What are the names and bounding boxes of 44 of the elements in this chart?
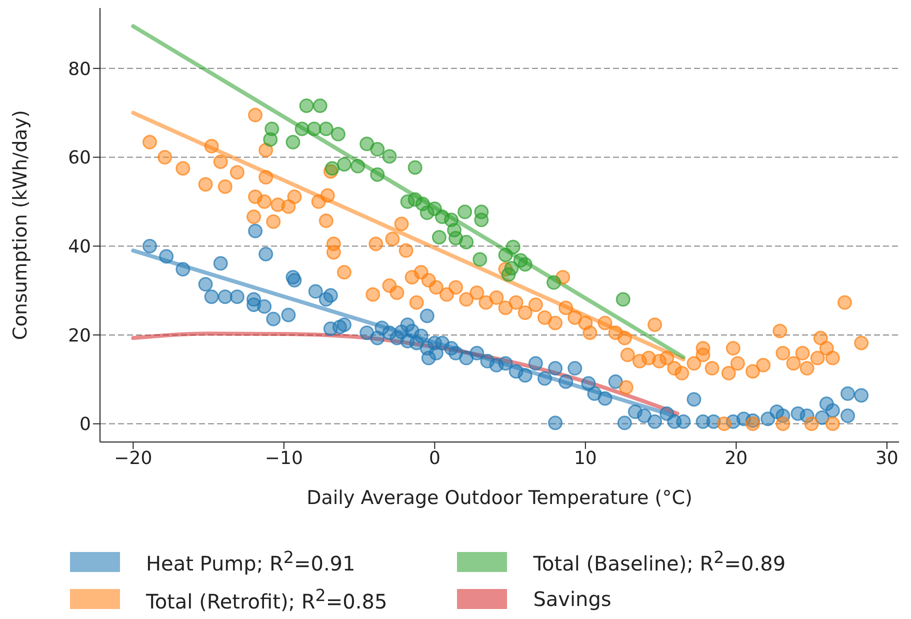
point [546,275,562,290]
point [472,252,488,267]
point [318,122,334,136]
legend-label: Total (Baseline); R$^{2}$=0.89 [533,548,786,576]
point [324,161,340,176]
point [382,149,397,164]
point [420,206,434,220]
x-tick-label: 10 [574,448,597,469]
x-axis-title: Daily Average Outdoor Temperature (°C) [306,487,692,509]
x-tick-label: 0 [428,448,440,469]
x-tick-label: 20 [724,448,748,469]
point [330,126,346,142]
point [501,267,516,282]
x-tick-label: 30 [875,448,898,469]
point [370,167,385,182]
point [518,257,532,272]
y-axis-title: Consumption (kWh/day) [10,110,32,340]
y-tick-label: 20 [68,325,91,346]
point [360,136,374,152]
point [350,158,366,174]
point [286,134,300,150]
legend-label: Heat Pump; R$^{2}$=0.91 [146,548,356,576]
point [336,157,352,172]
point [294,122,310,136]
legend-label: Total (Retrofit); R$^{2}$=0.85 [146,586,388,614]
point [459,234,474,250]
point [306,122,322,136]
point [370,142,385,157]
point [299,98,314,113]
y-tick-label: 60 [68,148,91,169]
y-tick-label: 0 [80,414,91,436]
y-tick-label: 40 [68,236,91,258]
legend-label: Savings [533,587,612,612]
x-tick-label: −10 [264,448,303,469]
point [432,230,446,244]
point [458,204,472,220]
point [616,292,630,307]
y-tick-label: 80 [68,58,91,80]
point [312,98,328,113]
point [506,240,520,254]
point [263,132,278,147]
x-tick-label: −20 [114,448,152,469]
point [474,212,489,228]
point [408,160,422,175]
